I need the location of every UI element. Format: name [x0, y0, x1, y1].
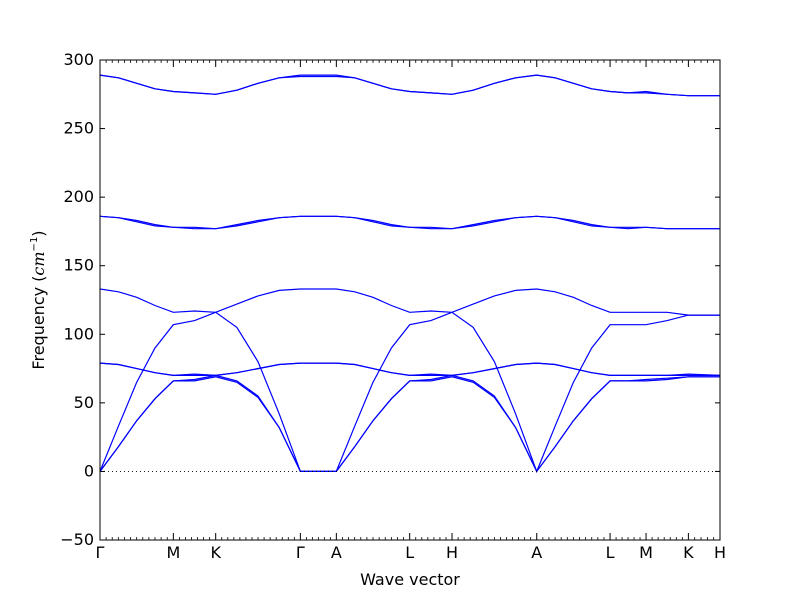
- y-axis-label-suffix: ): [29, 230, 48, 236]
- y-tick-label: 100: [63, 324, 94, 343]
- x-tick-label: Γ: [296, 543, 305, 562]
- x-tick-label: A: [531, 543, 542, 562]
- y-axis-label: Frequency (cm−1): [29, 230, 48, 369]
- band-line-6: [99, 288, 720, 316]
- y-tick-label: 150: [63, 256, 94, 275]
- band-lines: [99, 74, 721, 474]
- plot-frame: [99, 59, 721, 541]
- y-tick-label: 250: [63, 119, 94, 138]
- x-tick-label: L: [606, 543, 615, 562]
- band-line-5: [99, 362, 721, 377]
- y-axis-label-prefix: Frequency (: [29, 276, 48, 370]
- x-axis-label: Wave vector: [360, 570, 460, 589]
- y-axis-label-unit: cm: [29, 251, 48, 275]
- x-tick-label: M: [166, 543, 180, 562]
- band-line-8: [99, 215, 720, 230]
- y-tick-label: 200: [63, 187, 94, 206]
- x-tick-label: A: [331, 543, 342, 562]
- band-line-10: [99, 74, 720, 97]
- band-line-2: [99, 374, 720, 473]
- x-minor-ticks: [105, 60, 715, 540]
- x-tick-label: M: [639, 543, 653, 562]
- x-tick-label: K: [683, 543, 694, 562]
- x-tick-label: Γ: [96, 543, 105, 562]
- x-tick-label: K: [210, 543, 221, 562]
- band-line-3: [99, 311, 720, 474]
- x-tick-label: L: [405, 543, 414, 562]
- x-tick-label: H: [714, 543, 726, 562]
- y-tick-label: 50: [74, 393, 94, 412]
- y-tick-label: 300: [63, 50, 94, 69]
- band-line-4: [99, 362, 720, 376]
- y-axis-ticks: −50 0 50 100 150 200 250 300: [60, 50, 720, 549]
- band-line-1: [99, 376, 720, 473]
- y-axis-label-exponent: −1: [29, 237, 40, 252]
- y-tick-label: 0: [84, 461, 94, 480]
- y-tick-label: −50: [60, 530, 94, 549]
- x-tick-label: H: [446, 543, 458, 562]
